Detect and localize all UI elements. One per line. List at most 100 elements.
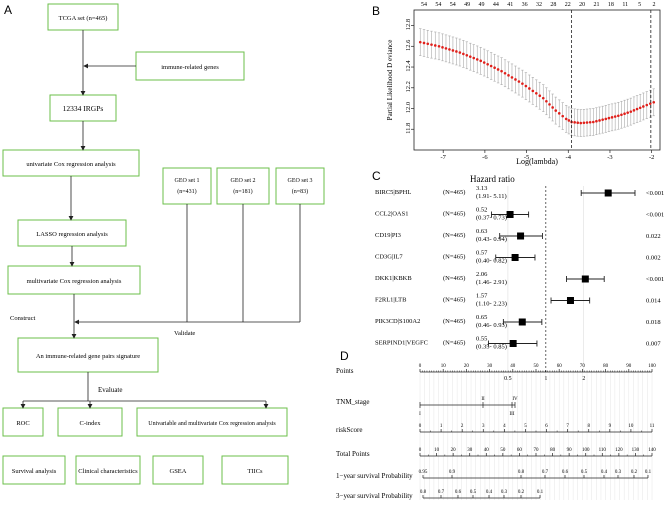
b-top-count: 49 [479, 2, 485, 8]
d-risk-axis-tick-label: 4 [503, 424, 506, 429]
b-errorbars [419, 28, 655, 137]
b-data-point [613, 115, 617, 118]
b-data-point [468, 55, 472, 58]
box-univ-multi-text: Univariable and multivariate Cox regress… [148, 421, 276, 427]
b-data-point [531, 89, 535, 93]
label-validate: Validate [174, 330, 195, 337]
c-row-hr: 3.13 [476, 185, 487, 192]
b-data-point [582, 121, 586, 125]
b-data-point [535, 92, 538, 95]
b-data-point [479, 59, 483, 63]
b-data-point [548, 103, 551, 106]
b-data-point [482, 61, 486, 64]
d-surv3-axis-tick-label: 0.7 [438, 490, 445, 495]
b-top-count: 54 [421, 2, 427, 8]
b-top-count: 44 [493, 2, 499, 8]
box-signature-text: An immune-related gene pairs signature [36, 353, 140, 360]
b-top-count: 28 [550, 2, 556, 8]
b-x-tick-label: -4 [566, 154, 572, 161]
d-total-axis-tick-label: 140 [648, 448, 656, 453]
box-univariate [2, 149, 140, 177]
d-surv1-axis-tick-label: 0.7 [542, 470, 549, 475]
c-row-ci: (0.46- 0.93) [476, 322, 507, 329]
d-surv3-axis-tick-label: 0.6 [455, 490, 462, 495]
d-risk-axis-tick-label: 3 [482, 424, 485, 429]
b-data-point [524, 84, 528, 88]
c-row-p: 0.022 [646, 233, 661, 240]
box-survival [2, 455, 66, 485]
d-total-axis-tick-label: 120 [615, 448, 623, 453]
b-data-point [551, 106, 554, 109]
d-row-tnm: TNM_stage [336, 398, 369, 406]
d-tnm-label-iv: IV [512, 397, 518, 402]
b-data-point [426, 42, 430, 46]
box-geo2 [216, 167, 270, 205]
c-row-p: 0.014 [646, 298, 661, 305]
b-data-point [617, 114, 620, 118]
d-risk-axis-tick-label: 6 [545, 424, 548, 429]
b-data-point [475, 58, 479, 61]
c-row-n: (N=465) [443, 211, 465, 218]
c-row-name: PIK3CD|S100A2 [375, 318, 420, 325]
d-risk-axis-tick-label: 11 [650, 424, 655, 429]
d-surv3-axis-tick-label: 0.5 [470, 490, 477, 495]
b-top-count: 32 [536, 2, 542, 8]
d-surv3-axis-tick-label: 0.3 [501, 490, 508, 495]
b-x-tick-label: -2 [649, 154, 654, 161]
d-gridlines [419, 370, 653, 500]
box-univ-multi [136, 407, 288, 437]
b-data-point [418, 40, 422, 44]
b-x-tick-label: -3 [607, 154, 612, 161]
b-data-point [514, 78, 517, 81]
box-clinical-text: Clinical characteristics [78, 468, 138, 475]
b-data-point [591, 120, 595, 124]
d-surv1-axis-tick-label: 0.8 [518, 470, 525, 475]
d-surv1-axis-tick-label: 0.95 [419, 470, 428, 475]
b-y-tick-label: 12.8 [405, 19, 412, 30]
d-points-axis-tick-label: 100 [648, 364, 656, 369]
b-data-point [451, 49, 455, 52]
b-data-point [642, 105, 645, 108]
c-row-ci: (0.43- 0.94) [476, 236, 507, 243]
b-top-count: 41 [507, 2, 513, 8]
c-row-p: 0.018 [646, 319, 661, 326]
c-row-hr: 2.06 [476, 271, 488, 278]
b-data-point [579, 121, 583, 125]
b-y-tick-label: 12.2 [405, 81, 412, 92]
b-data-point [510, 76, 514, 79]
b-top-count: 36 [522, 2, 528, 8]
d-total-axis-tick-label: 40 [484, 448, 490, 453]
b-data-point [433, 44, 437, 47]
d-row-points: Points [336, 367, 354, 375]
c-axis-tick-label: 2 [582, 376, 585, 382]
b-data-point [465, 53, 469, 57]
b-data-point [607, 116, 611, 120]
c-row-p: <0.001 [646, 276, 664, 283]
d-risk-axis-tick-label: 2 [461, 424, 464, 429]
b-data-point [635, 107, 639, 111]
c-row-hr: 0.52 [476, 207, 487, 214]
d-risk-axis-tick-label: 7 [566, 424, 569, 429]
d-points-axis-tick-label: 20 [464, 364, 470, 369]
c-hr-square [511, 254, 519, 261]
d-surv1-axis-tick-label: 0.2 [631, 470, 638, 475]
b-data-point [538, 94, 542, 98]
c-rows: BIRC5|BPHL (N=465) 3.13(1.91- 5.11) <0.001 C… [375, 185, 664, 351]
b-data-point [500, 69, 503, 73]
b-data-point [517, 80, 521, 83]
d-total-axis-tick-label: 80 [550, 448, 556, 453]
c-row-n: (N=465) [443, 232, 465, 239]
b-data-point [567, 119, 571, 122]
box-roc [2, 407, 44, 437]
c-axis-tick-label: 1 [544, 376, 547, 382]
b-data-point [610, 116, 614, 119]
b-data-point [528, 87, 531, 90]
c-row-name: SERPIND1|VEGFC [375, 340, 428, 347]
c-row-name: F2RL1|LTB [375, 297, 407, 304]
d-total-axis-tick-label: 70 [534, 448, 540, 453]
b-top-count: 54 [450, 2, 456, 8]
c-hr-square [517, 232, 525, 240]
b-data-point [472, 56, 476, 60]
